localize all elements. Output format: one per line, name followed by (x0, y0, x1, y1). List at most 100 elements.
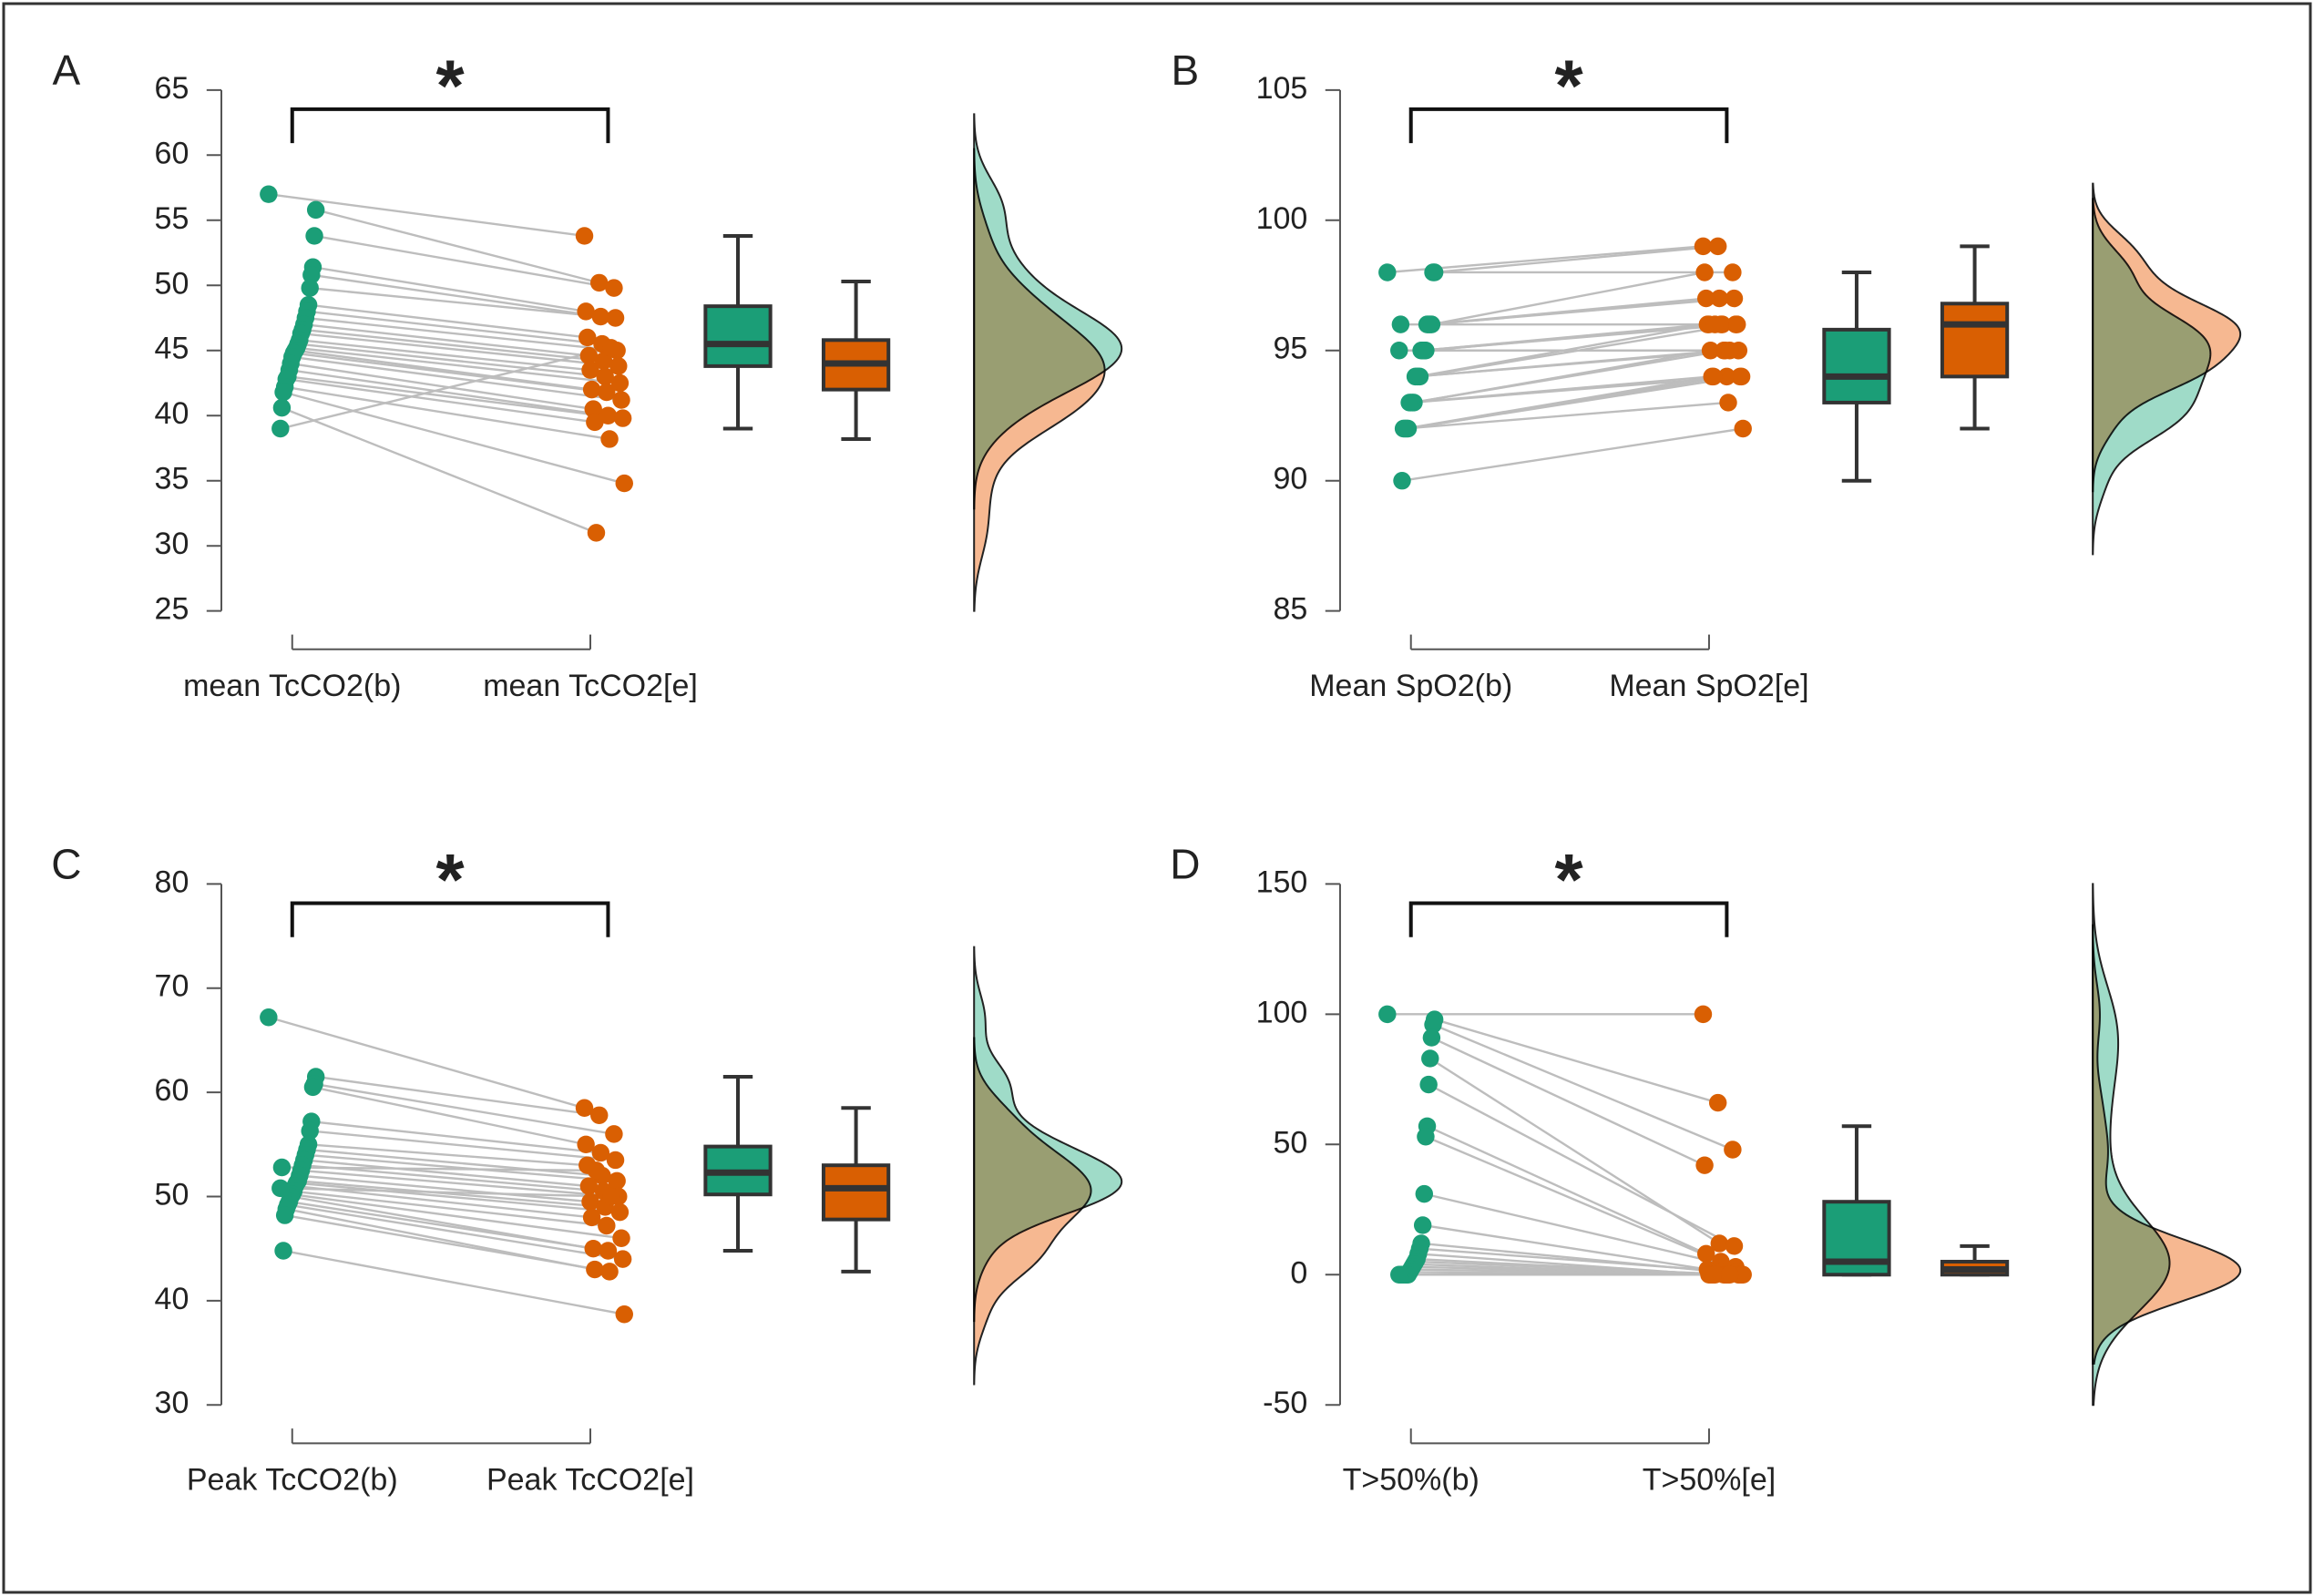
point (1422, 1028, 1441, 1047)
pair-line (296, 346, 620, 384)
point (579, 1177, 599, 1195)
pair-line (1428, 1083, 1736, 1247)
point (1424, 1016, 1442, 1034)
pair-line (1420, 322, 1723, 352)
pair-line (308, 1143, 588, 1167)
y-tick-label: 90 (1273, 462, 1307, 496)
point (581, 1192, 599, 1211)
point (272, 398, 292, 417)
pair-line (282, 391, 625, 485)
point (1390, 1265, 1408, 1284)
point (582, 1208, 601, 1227)
point (305, 227, 323, 245)
point (1393, 471, 1411, 490)
pair-line (312, 1086, 587, 1146)
point (306, 200, 325, 220)
pair-line (280, 346, 611, 430)
pair-line (282, 1166, 597, 1172)
density (973, 1037, 1092, 1386)
pair-line (284, 1213, 610, 1274)
pair-line (1434, 245, 1718, 274)
point (301, 279, 319, 297)
point (610, 373, 630, 393)
point (1421, 1049, 1439, 1068)
significance-star: * (1554, 46, 1583, 127)
point (615, 474, 633, 493)
y-tick-label: 100 (1256, 201, 1308, 236)
y-tick-label: 60 (155, 1073, 189, 1108)
pair-line (292, 1193, 622, 1240)
point (1406, 367, 1425, 386)
pair-line (315, 209, 600, 284)
pair-line (1403, 401, 1729, 430)
x-tick-label: Peak TcCO2[e] (486, 1462, 694, 1497)
pair-line (310, 1130, 616, 1161)
pair-line (1425, 1135, 1722, 1264)
point (1378, 1005, 1397, 1024)
density (2092, 924, 2242, 1366)
point (1724, 263, 1742, 281)
point (1705, 315, 1725, 333)
pair-line (268, 193, 585, 238)
pair-line (299, 1174, 591, 1203)
significance-bracket (290, 901, 610, 937)
point (598, 383, 616, 402)
pair-line (301, 1169, 619, 1198)
x-tick-label: T>50%(b) (1343, 1462, 1480, 1497)
pair-line (287, 375, 623, 420)
pair-line (302, 328, 604, 363)
y-tick-label: 80 (155, 864, 189, 899)
point (1705, 1265, 1725, 1284)
point (599, 406, 618, 425)
pair-line (1415, 1260, 1739, 1276)
point (1710, 289, 1729, 308)
point (615, 1305, 633, 1324)
x-tick-label: Peak TcCO2(b) (187, 1462, 398, 1497)
point (271, 1179, 290, 1198)
panel-label: C (51, 841, 81, 888)
point (1394, 419, 1413, 438)
y-tick-label: 55 (155, 201, 189, 236)
box (1940, 302, 2010, 379)
point (601, 1187, 620, 1206)
point (591, 1143, 610, 1162)
pair-line (287, 1203, 623, 1261)
point (606, 309, 625, 327)
y-tick-label: 30 (155, 1386, 189, 1420)
x-tick-label: Mean SpO2[e] (1609, 669, 1808, 703)
point (271, 419, 290, 438)
point (1694, 237, 1713, 256)
pair-line (1408, 375, 1713, 404)
pair-line (298, 1180, 606, 1209)
y-tick-label: 45 (155, 332, 189, 366)
y-tick-label: 30 (155, 527, 189, 561)
y-tick-label: 25 (155, 592, 189, 627)
pair-line (315, 1075, 599, 1117)
y-tick-label: 0 (1290, 1255, 1307, 1290)
pair-line (286, 378, 596, 424)
point (596, 367, 614, 386)
pair-line (296, 1182, 620, 1213)
point (600, 430, 619, 448)
panel: B 85 90 95 100 105 Mean SpO2(b) Mean SpO2[e] * (1172, 46, 2242, 703)
y-tick-label: 40 (155, 396, 189, 431)
pair-line (1432, 1023, 1734, 1151)
panel-label: D (1170, 841, 1200, 888)
significance-star: * (1554, 839, 1583, 920)
point (301, 1121, 319, 1141)
point (1695, 263, 1714, 281)
point (578, 328, 597, 347)
pair-line (1427, 297, 1706, 326)
point (587, 1161, 606, 1180)
point (590, 1106, 609, 1125)
pair-line (298, 343, 606, 378)
pair-line (306, 310, 603, 345)
point (1400, 394, 1418, 412)
point (1412, 342, 1430, 360)
point (1728, 315, 1746, 333)
significance-star: * (436, 839, 466, 920)
point (575, 227, 594, 245)
point (601, 339, 620, 357)
point (1717, 367, 1736, 386)
